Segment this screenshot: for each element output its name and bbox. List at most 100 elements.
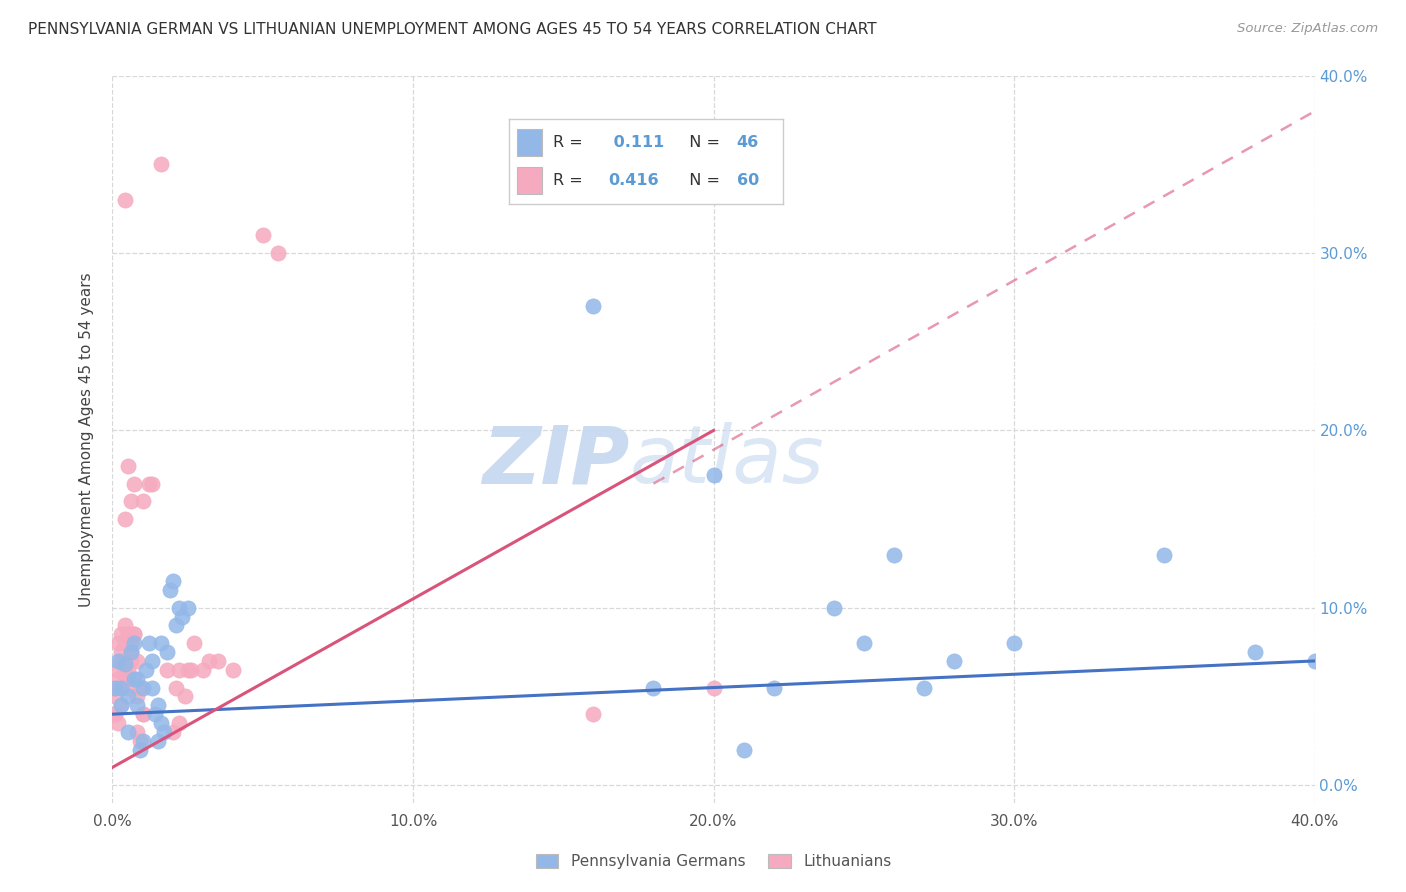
Point <box>117 627 139 641</box>
Point <box>110 654 132 668</box>
Point <box>122 672 145 686</box>
Point <box>120 636 142 650</box>
Point <box>138 636 160 650</box>
Text: 60: 60 <box>737 173 759 187</box>
Point <box>131 494 153 508</box>
Point <box>104 690 127 704</box>
Point <box>120 645 142 659</box>
Point <box>128 733 150 747</box>
Point <box>131 681 153 695</box>
Point <box>114 618 136 632</box>
Point <box>643 681 665 695</box>
Point <box>1153 548 1175 562</box>
Point <box>122 627 145 641</box>
Point <box>107 672 129 686</box>
Point <box>191 663 214 677</box>
Text: 0.416: 0.416 <box>607 173 658 187</box>
Point <box>120 494 142 508</box>
Point <box>104 681 127 695</box>
Point <box>117 663 139 677</box>
Point <box>131 707 153 722</box>
Text: atlas: atlas <box>630 422 824 500</box>
Point <box>117 690 139 704</box>
Point <box>110 698 132 713</box>
Point <box>117 681 139 695</box>
Point <box>122 636 145 650</box>
Point <box>146 733 169 747</box>
Point <box>252 228 274 243</box>
Point <box>114 663 136 677</box>
Point <box>110 654 132 668</box>
Text: N =: N = <box>679 173 725 187</box>
Point <box>762 681 785 695</box>
Point <box>110 681 132 695</box>
Point <box>943 654 966 668</box>
Text: PENNSYLVANIA GERMAN VS LITHUANIAN UNEMPLOYMENT AMONG AGES 45 TO 54 YEARS CORRELA: PENNSYLVANIA GERMAN VS LITHUANIAN UNEMPL… <box>28 22 877 37</box>
Point <box>114 512 136 526</box>
Point <box>114 657 136 672</box>
Point <box>183 636 205 650</box>
Point <box>149 636 172 650</box>
Point <box>176 600 198 615</box>
Legend: Pennsylvania Germans, Lithuanians: Pennsylvania Germans, Lithuanians <box>530 847 897 875</box>
Point <box>883 548 905 562</box>
Bar <box>517 128 543 156</box>
Point <box>104 707 127 722</box>
Point <box>152 724 174 739</box>
Point <box>165 681 187 695</box>
Point <box>165 618 187 632</box>
Text: N =: N = <box>679 135 725 150</box>
Point <box>122 476 145 491</box>
Point <box>167 663 190 677</box>
Text: R =: R = <box>553 173 588 187</box>
Point <box>141 654 163 668</box>
Point <box>117 458 139 473</box>
Point <box>114 672 136 686</box>
Point <box>114 636 136 650</box>
Y-axis label: Unemployment Among Ages 45 to 54 years: Unemployment Among Ages 45 to 54 years <box>79 272 94 607</box>
Point <box>823 600 845 615</box>
Point <box>110 645 132 659</box>
Point <box>167 716 190 731</box>
Point <box>125 672 148 686</box>
Point <box>155 663 177 677</box>
Point <box>167 600 190 615</box>
Point <box>107 716 129 731</box>
Text: 0.111: 0.111 <box>607 135 664 150</box>
Point <box>128 742 150 756</box>
Point <box>207 654 229 668</box>
Point <box>117 672 139 686</box>
Point <box>114 193 136 207</box>
Point <box>125 698 148 713</box>
Point <box>162 574 184 589</box>
Point <box>131 733 153 747</box>
Point <box>117 724 139 739</box>
Point <box>128 681 150 695</box>
Point <box>141 681 163 695</box>
Point <box>141 476 163 491</box>
Point <box>122 627 145 641</box>
Point <box>180 663 202 677</box>
Text: 46: 46 <box>737 135 759 150</box>
Point <box>159 582 181 597</box>
Point <box>733 742 755 756</box>
Text: ZIP: ZIP <box>482 422 630 500</box>
Point <box>197 654 219 668</box>
Point <box>104 681 127 695</box>
Point <box>107 636 129 650</box>
Point <box>267 246 290 260</box>
Point <box>852 636 875 650</box>
Point <box>703 681 725 695</box>
Point <box>582 707 605 722</box>
Point <box>110 627 132 641</box>
Point <box>170 609 193 624</box>
Point <box>912 681 935 695</box>
Point <box>107 663 129 677</box>
Point <box>222 663 245 677</box>
Text: Source: ZipAtlas.com: Source: ZipAtlas.com <box>1237 22 1378 36</box>
Point <box>110 698 132 713</box>
Point <box>125 654 148 668</box>
Point <box>1002 636 1025 650</box>
Point <box>1303 654 1326 668</box>
Bar <box>517 167 543 194</box>
